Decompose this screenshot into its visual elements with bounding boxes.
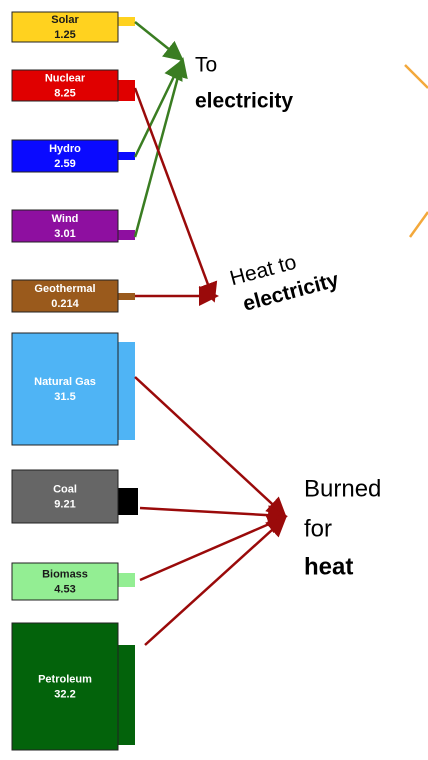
source-name: Petroleum [38, 673, 92, 685]
source-box [11, 622, 119, 751]
source-value: 8.25 [54, 87, 75, 99]
label: heat [304, 553, 353, 580]
stub [118, 645, 135, 745]
source-box [11, 139, 119, 173]
source-value: 1.25 [54, 29, 75, 41]
arrow [133, 87, 218, 303]
source-value: 0.214 [51, 298, 79, 310]
decor-line [408, 211, 428, 238]
source-value: 9.21 [54, 498, 75, 510]
arrow [134, 376, 287, 518]
source-name: Coal [53, 483, 77, 495]
arrow [134, 21, 184, 62]
decor-line [404, 64, 428, 89]
stub [118, 488, 138, 515]
arrow [144, 516, 287, 646]
source-value: 31.5 [54, 391, 75, 403]
source-box [11, 332, 119, 446]
source-box [11, 69, 119, 102]
source-name: Nuclear [45, 72, 86, 84]
source-box [11, 469, 119, 524]
label: electricity [195, 90, 293, 113]
source-name: Hydro [49, 143, 81, 155]
stub [118, 152, 135, 160]
source-box [11, 209, 119, 243]
arrow [139, 514, 288, 582]
source-value: 2.59 [54, 158, 75, 170]
label: To [195, 54, 217, 77]
source-box [11, 562, 119, 601]
source-name: Biomass [42, 568, 88, 580]
source-name: Geothermal [34, 283, 95, 295]
source-box [11, 11, 119, 43]
source-name: Solar [51, 14, 79, 26]
stub [118, 342, 135, 440]
arrow [139, 505, 288, 526]
stub [118, 573, 135, 587]
stub [118, 17, 135, 26]
source-name: Natural Gas [34, 376, 96, 388]
source-name: Wind [52, 213, 79, 225]
source-value: 32.2 [54, 688, 75, 700]
stub [118, 293, 135, 300]
stub [118, 80, 135, 101]
label: Burned [304, 475, 381, 502]
source-box [11, 279, 119, 313]
arrow [133, 59, 183, 158]
label: for [304, 515, 332, 542]
stub [118, 230, 135, 240]
source-value: 4.53 [54, 583, 75, 595]
source-value: 3.01 [54, 228, 75, 240]
